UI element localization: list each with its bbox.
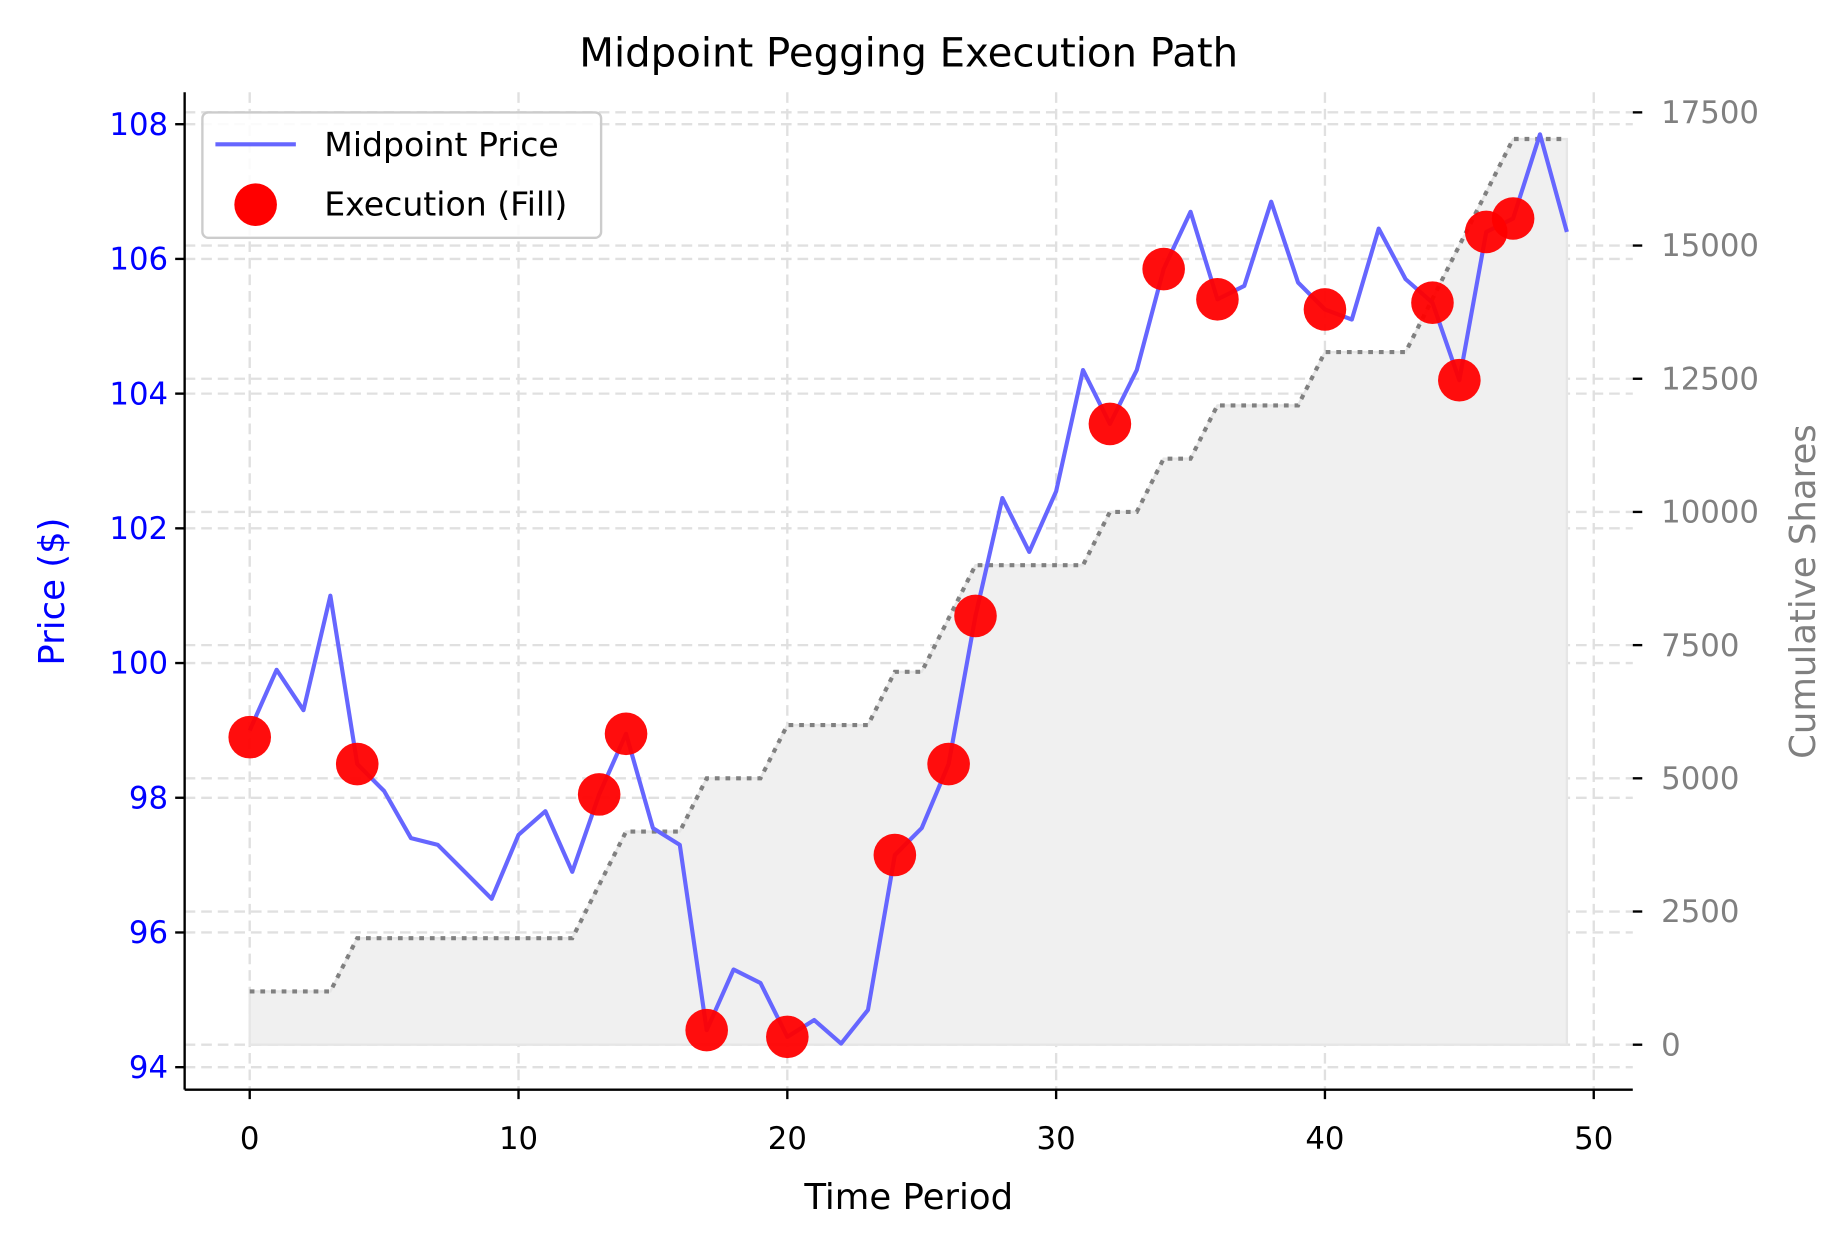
- execution-fill-point: [927, 742, 970, 786]
- shares-area: [248, 137, 1569, 1046]
- y-tick-label: 94: [129, 1050, 168, 1086]
- y-tick-label: 106: [109, 242, 168, 278]
- execution-fill-point: [1303, 288, 1347, 331]
- cumulative-shares-line: [249, 136, 1567, 994]
- x-tick-label: 40: [1305, 1121, 1344, 1157]
- execution-fill-point: [1088, 402, 1132, 446]
- y-tick-label: 104: [109, 376, 168, 412]
- y2-tick-label: 12500: [1661, 361, 1759, 397]
- y2-tick-label: 15000: [1661, 228, 1759, 264]
- axes: 0 10 20 30 40 50 94 96 98 100 102 104 106 108 0 2500 500…: [109, 92, 1759, 1157]
- execution-fill-point: [954, 594, 997, 638]
- execution-fill-point: [1411, 281, 1454, 324]
- x-tick-label: 10: [499, 1121, 538, 1157]
- y2-tick-label: 5000: [1661, 761, 1739, 797]
- execution-fill-point: [604, 712, 648, 756]
- x-tick-label: 20: [768, 1121, 807, 1157]
- cumulative-shares-area: [248, 137, 1569, 1046]
- legend: Midpoint Price Execution (Fill): [201, 111, 603, 239]
- execution-fill-point: [1491, 197, 1535, 240]
- y-tick-label: 96: [129, 915, 168, 951]
- y2-tick-label: 7500: [1661, 628, 1739, 664]
- y2-tick-label: 17500: [1661, 95, 1759, 131]
- execution-fill-point: [766, 1015, 809, 1059]
- x-tick-label: 50: [1574, 1121, 1613, 1157]
- chart-title: Midpoint Pegging Execution Path: [579, 30, 1238, 76]
- execution-fill-point: [228, 715, 272, 759]
- x-axis-label: Time Period: [803, 1177, 1013, 1218]
- legend-box: [201, 111, 603, 239]
- y-axis-label: Price ($): [32, 518, 73, 666]
- execution-fill-point: [1142, 247, 1185, 291]
- execution-fill-point: [685, 1008, 728, 1052]
- legend-label-fill: Execution (Fill): [324, 184, 567, 223]
- y2-tick-label: 10000: [1661, 495, 1759, 531]
- legend-marker-swatch: [234, 183, 277, 226]
- y-tick-label: 100: [109, 646, 168, 682]
- y-tick-label: 98: [129, 780, 168, 816]
- execution-fill-point: [1438, 358, 1481, 402]
- y2-tick-label: 2500: [1661, 894, 1739, 930]
- y-tick-label: 108: [109, 107, 168, 143]
- y2-tick-label: 0: [1661, 1027, 1681, 1063]
- execution-fill-point: [577, 773, 621, 816]
- plot-marks: [228, 132, 1569, 1059]
- legend-label-price: Midpoint Price: [324, 125, 559, 164]
- execution-fill-point: [873, 833, 917, 877]
- x-tick-label: 0: [240, 1121, 260, 1157]
- x-tick-label: 30: [1037, 1121, 1076, 1157]
- y2-axis-label: Cumulative Shares: [1783, 424, 1824, 759]
- execution-fill-point: [1196, 278, 1239, 321]
- y-tick-label: 102: [109, 511, 168, 547]
- execution-fill-point: [335, 742, 379, 786]
